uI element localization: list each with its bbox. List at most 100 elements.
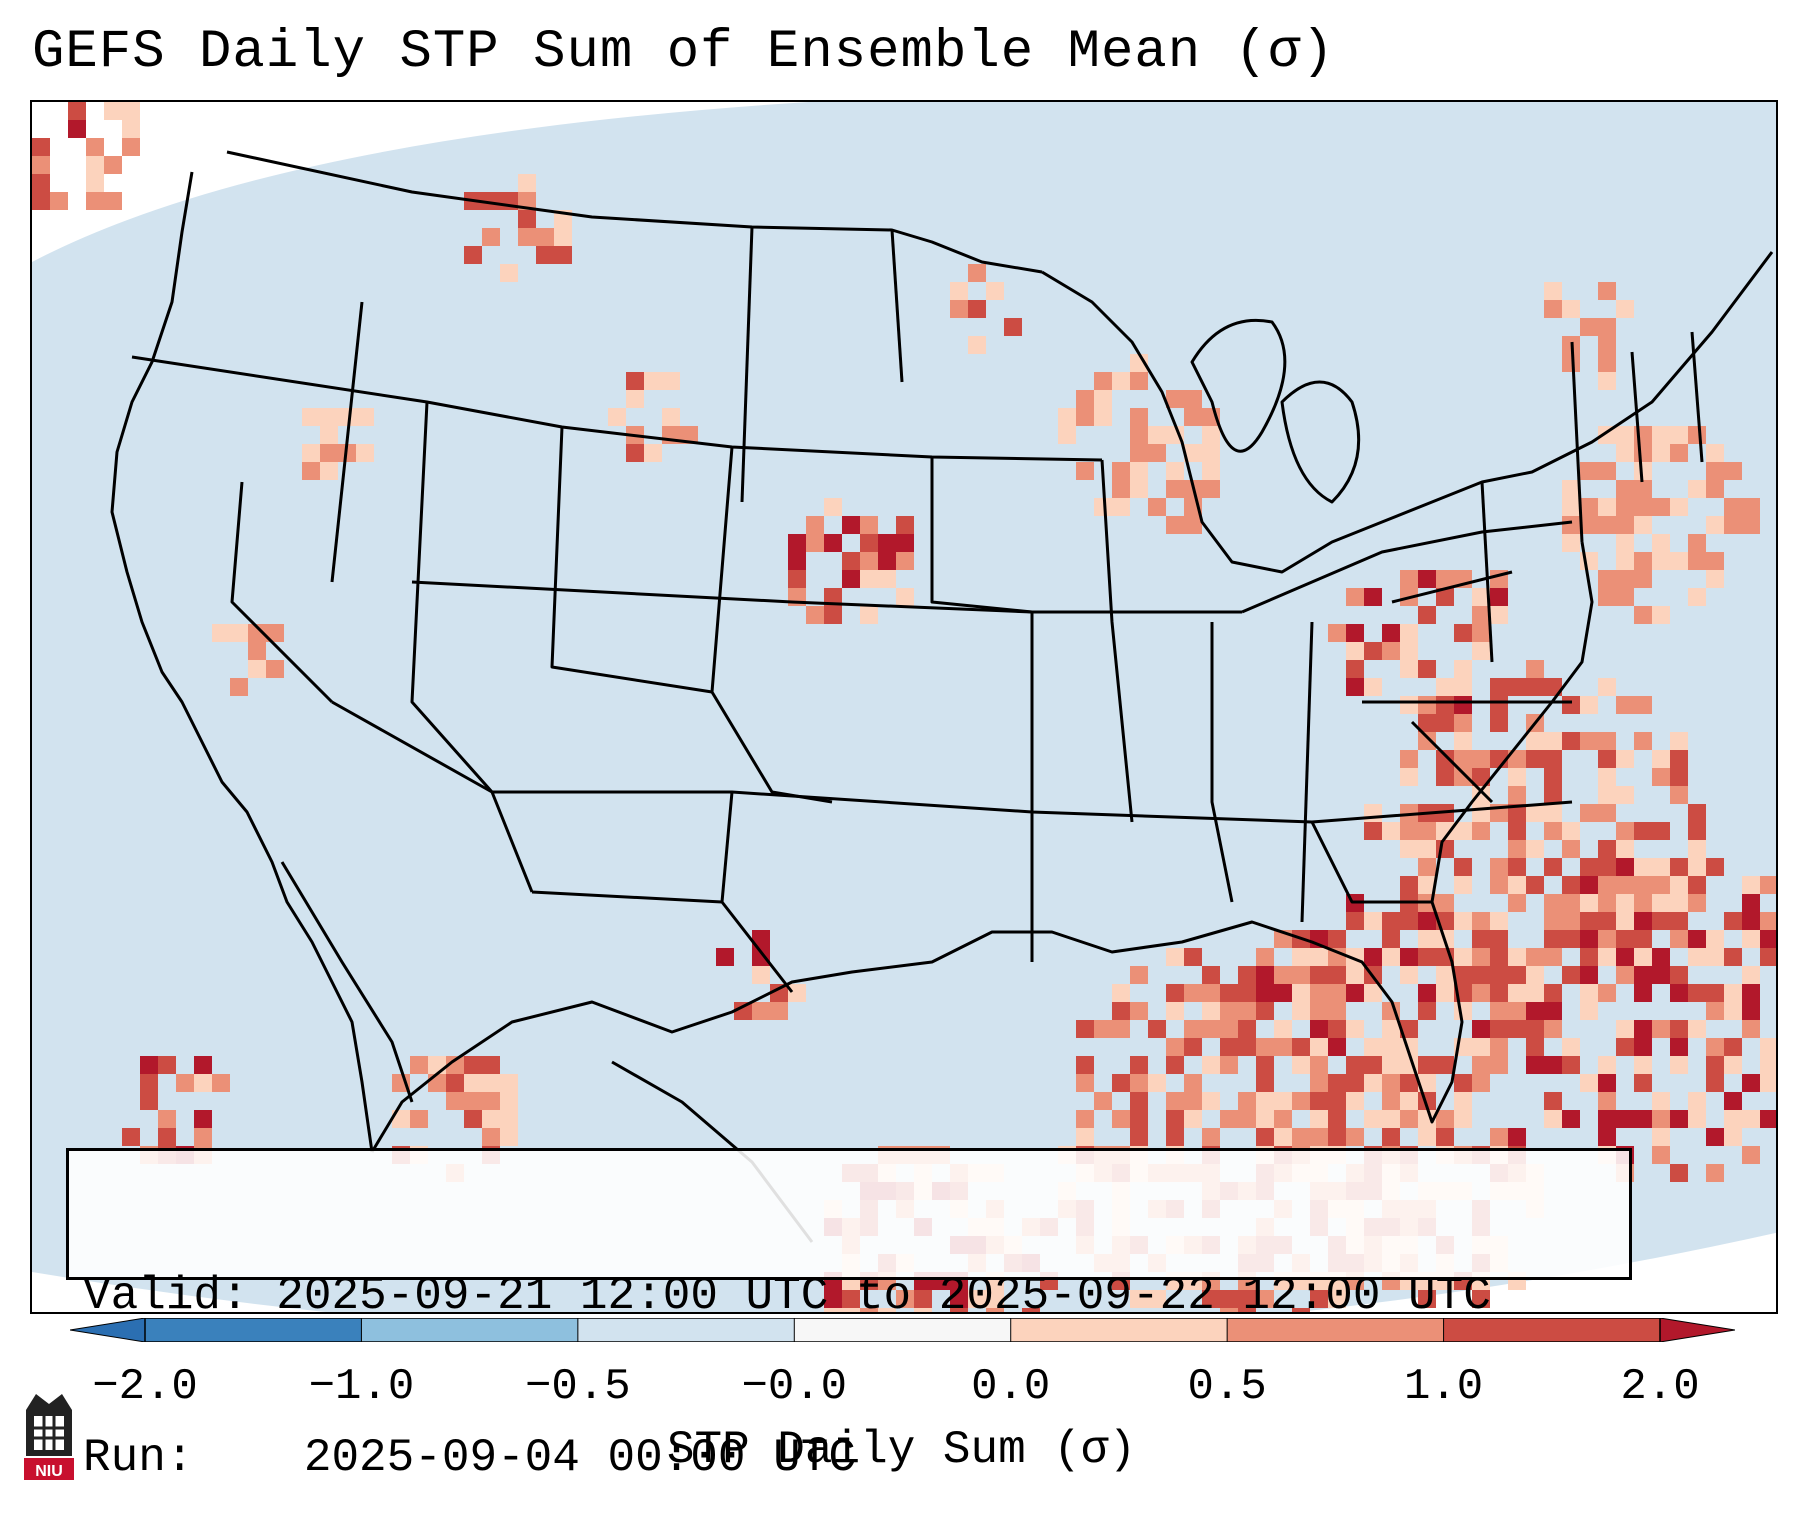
anomaly-cell bbox=[1400, 750, 1418, 768]
anomaly-cell bbox=[1634, 894, 1652, 912]
anomaly-cell bbox=[1724, 516, 1742, 534]
anomaly-cell bbox=[1346, 660, 1364, 678]
anomaly-cell bbox=[1742, 1074, 1760, 1092]
anomaly-cell bbox=[1292, 1038, 1310, 1056]
anomaly-cell bbox=[1328, 1074, 1346, 1092]
anomaly-cell bbox=[1472, 1056, 1490, 1074]
anomaly-cell bbox=[1490, 696, 1508, 714]
anomaly-cell bbox=[1562, 822, 1580, 840]
anomaly-cell bbox=[1634, 480, 1652, 498]
anomaly-cell bbox=[428, 1056, 446, 1074]
anomaly-cell bbox=[1346, 912, 1364, 930]
anomaly-cell bbox=[1616, 858, 1634, 876]
anomaly-cell bbox=[1490, 1056, 1508, 1074]
anomaly-cell bbox=[1544, 750, 1562, 768]
anomaly-cell bbox=[194, 1128, 212, 1146]
anomaly-cell bbox=[1130, 966, 1148, 984]
anomaly-cell bbox=[1616, 696, 1634, 714]
anomaly-cell bbox=[1598, 516, 1616, 534]
anomaly-cell bbox=[1472, 768, 1490, 786]
anomaly-cell bbox=[968, 300, 986, 318]
anomaly-cell bbox=[1436, 768, 1454, 786]
anomaly-cell bbox=[1688, 426, 1706, 444]
anomaly-cell bbox=[1490, 1002, 1508, 1020]
anomaly-cell bbox=[1436, 1128, 1454, 1146]
anomaly-cell bbox=[752, 1002, 770, 1020]
anomaly-cell bbox=[1400, 1074, 1418, 1092]
anomaly-cell bbox=[1400, 1020, 1418, 1038]
anomaly-cell bbox=[1598, 912, 1616, 930]
anomaly-cell bbox=[1544, 1110, 1562, 1128]
anomaly-cell bbox=[1166, 1038, 1184, 1056]
anomaly-cell bbox=[1310, 948, 1328, 966]
anomaly-cell bbox=[1364, 1056, 1382, 1074]
anomaly-cell bbox=[1598, 984, 1616, 1002]
anomaly-cell bbox=[1616, 588, 1634, 606]
run-label: Run: bbox=[83, 1432, 194, 1484]
anomaly-cell bbox=[1418, 732, 1436, 750]
anomaly-cell bbox=[1616, 876, 1634, 894]
anomaly-cell bbox=[104, 156, 122, 174]
anomaly-cell bbox=[1760, 1038, 1776, 1056]
anomaly-cell bbox=[1202, 426, 1220, 444]
anomaly-cell bbox=[626, 372, 644, 390]
anomaly-cell bbox=[1436, 570, 1454, 588]
anomaly-cell bbox=[842, 1308, 860, 1312]
anomaly-cell bbox=[302, 444, 320, 462]
anomaly-cell bbox=[896, 552, 914, 570]
anomaly-cell bbox=[1688, 948, 1706, 966]
anomaly-cell bbox=[1652, 894, 1670, 912]
anomaly-cell bbox=[1472, 1290, 1490, 1308]
anomaly-cell bbox=[950, 1308, 968, 1312]
anomaly-cell bbox=[1292, 1128, 1310, 1146]
anomaly-cell bbox=[1310, 1074, 1328, 1092]
anomaly-cell bbox=[1616, 750, 1634, 768]
anomaly-cell bbox=[1598, 336, 1616, 354]
anomaly-cell bbox=[1598, 1056, 1616, 1074]
anomaly-cell bbox=[1724, 948, 1742, 966]
anomaly-cell bbox=[1094, 1020, 1112, 1038]
anomaly-cell bbox=[1616, 570, 1634, 588]
map-canvas bbox=[32, 102, 1776, 1312]
anomaly-cell bbox=[500, 1074, 518, 1092]
anomaly-cell bbox=[1364, 678, 1382, 696]
anomaly-cell bbox=[1688, 930, 1706, 948]
anomaly-cell bbox=[1130, 1092, 1148, 1110]
anomaly-cell bbox=[1364, 1074, 1382, 1092]
anomaly-cell bbox=[1652, 1128, 1670, 1146]
anomaly-cell bbox=[842, 552, 860, 570]
anomaly-cell bbox=[1598, 858, 1616, 876]
anomaly-cell bbox=[1166, 1128, 1184, 1146]
anomaly-cell bbox=[302, 408, 320, 426]
valid-label: Valid: bbox=[83, 1270, 249, 1322]
anomaly-cell bbox=[122, 102, 140, 120]
anomaly-cell bbox=[1580, 930, 1598, 948]
anomaly-cell bbox=[1148, 1290, 1166, 1308]
anomaly-cell bbox=[1166, 1056, 1184, 1074]
anomaly-cell bbox=[248, 624, 266, 642]
anomaly-cell bbox=[482, 1056, 500, 1074]
anomaly-cell bbox=[1724, 1110, 1742, 1128]
anomaly-cell bbox=[1544, 912, 1562, 930]
anomaly-cell bbox=[1670, 876, 1688, 894]
anomaly-cell bbox=[1220, 1308, 1238, 1312]
anomaly-cell bbox=[1634, 462, 1652, 480]
anomaly-cell bbox=[1508, 858, 1526, 876]
anomaly-cell bbox=[1022, 1308, 1040, 1312]
anomaly-cell bbox=[1184, 516, 1202, 534]
anomaly-cell bbox=[1580, 876, 1598, 894]
colorbar-segment bbox=[577, 1318, 795, 1342]
colorbar-segment bbox=[1443, 1318, 1660, 1342]
anomaly-cell bbox=[1328, 1110, 1346, 1128]
anomaly-cell bbox=[1472, 948, 1490, 966]
anomaly-cell bbox=[176, 1074, 194, 1092]
anomaly-cell bbox=[1418, 696, 1436, 714]
anomaly-cell bbox=[1346, 642, 1364, 660]
anomaly-cell bbox=[32, 156, 50, 174]
anomaly-cell bbox=[1382, 1092, 1400, 1110]
map-panel[interactable] bbox=[30, 100, 1778, 1314]
anomaly-cell bbox=[1508, 804, 1526, 822]
anomaly-cell bbox=[1634, 930, 1652, 948]
colorbar-tick-label: 2.0 bbox=[1620, 1362, 1700, 1412]
anomaly-cell bbox=[1418, 714, 1436, 732]
